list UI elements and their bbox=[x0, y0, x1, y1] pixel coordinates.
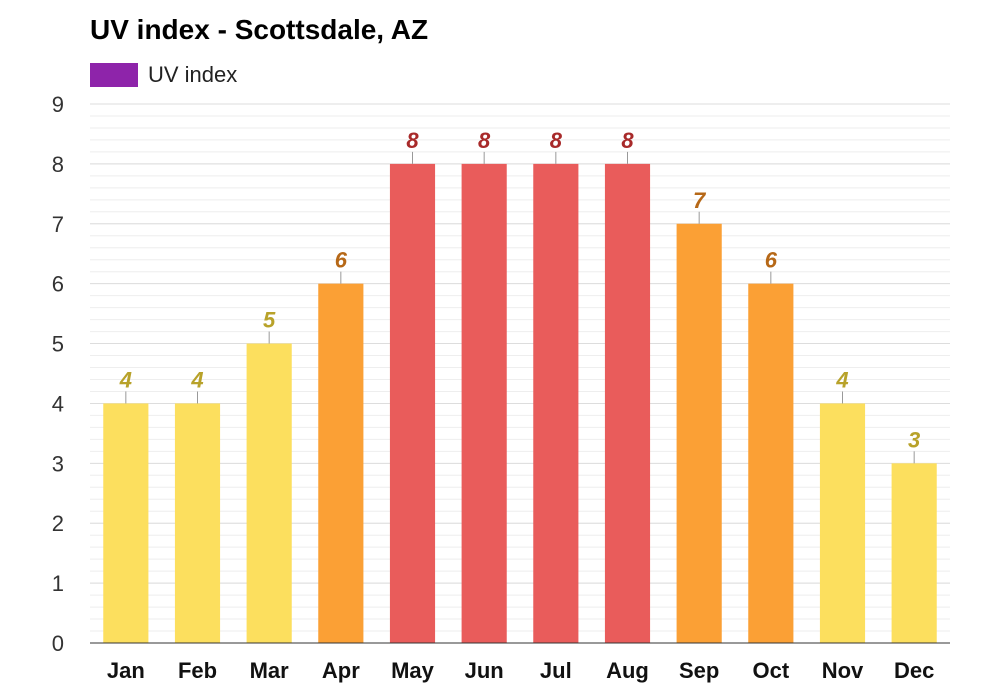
x-tick-label: Mar bbox=[250, 658, 290, 683]
data-label: 8 bbox=[550, 128, 563, 153]
bar bbox=[318, 283, 364, 643]
data-label: 7 bbox=[693, 188, 707, 213]
bar bbox=[819, 403, 866, 643]
x-tick-label: Apr bbox=[322, 658, 360, 683]
x-tick-label: May bbox=[391, 658, 435, 683]
x-tick-label: Jul bbox=[540, 658, 572, 683]
bar bbox=[891, 463, 937, 643]
y-tick-label: 3 bbox=[52, 451, 64, 476]
data-label: 3 bbox=[908, 427, 920, 452]
data-label: 6 bbox=[335, 248, 348, 273]
y-tick-label: 5 bbox=[52, 332, 64, 357]
x-tick-label: Sep bbox=[679, 658, 719, 683]
bar bbox=[748, 283, 794, 643]
bar bbox=[604, 163, 651, 643]
data-label: 5 bbox=[263, 308, 276, 333]
bar bbox=[103, 403, 149, 643]
x-tick-label: Oct bbox=[752, 658, 789, 683]
legend-swatch bbox=[90, 63, 138, 87]
bar bbox=[461, 163, 507, 643]
data-label: 6 bbox=[765, 248, 778, 273]
data-label: 8 bbox=[478, 128, 491, 153]
bar bbox=[246, 343, 292, 643]
legend: UV index bbox=[90, 62, 237, 88]
y-tick-label: 2 bbox=[52, 511, 64, 536]
x-tick-label: Aug bbox=[606, 658, 649, 683]
bar bbox=[174, 403, 221, 643]
data-label: 8 bbox=[621, 128, 634, 153]
x-tick-label: Dec bbox=[894, 658, 934, 683]
chart-title: UV index - Scottsdale, AZ bbox=[90, 14, 429, 45]
data-label: 4 bbox=[119, 367, 132, 392]
x-tick-label: Nov bbox=[822, 658, 864, 683]
data-label: 4 bbox=[190, 367, 203, 392]
x-tick-label: Jun bbox=[465, 658, 504, 683]
y-tick-label: 7 bbox=[52, 212, 64, 237]
bar bbox=[676, 223, 722, 643]
y-tick-label: 0 bbox=[52, 631, 64, 656]
legend-label: UV index bbox=[148, 62, 238, 87]
y-tick-label: 1 bbox=[52, 571, 64, 596]
data-label: 4 bbox=[835, 367, 848, 392]
x-tick-label: Jan bbox=[107, 658, 145, 683]
y-tick-label: 6 bbox=[52, 272, 64, 297]
y-tick-label: 8 bbox=[52, 152, 64, 177]
y-tick-label: 9 bbox=[52, 92, 64, 117]
bar bbox=[533, 163, 579, 643]
data-label: 8 bbox=[406, 128, 419, 153]
y-tick-label: 4 bbox=[52, 391, 64, 416]
x-tick-label: Feb bbox=[178, 658, 217, 683]
bar bbox=[389, 163, 436, 643]
